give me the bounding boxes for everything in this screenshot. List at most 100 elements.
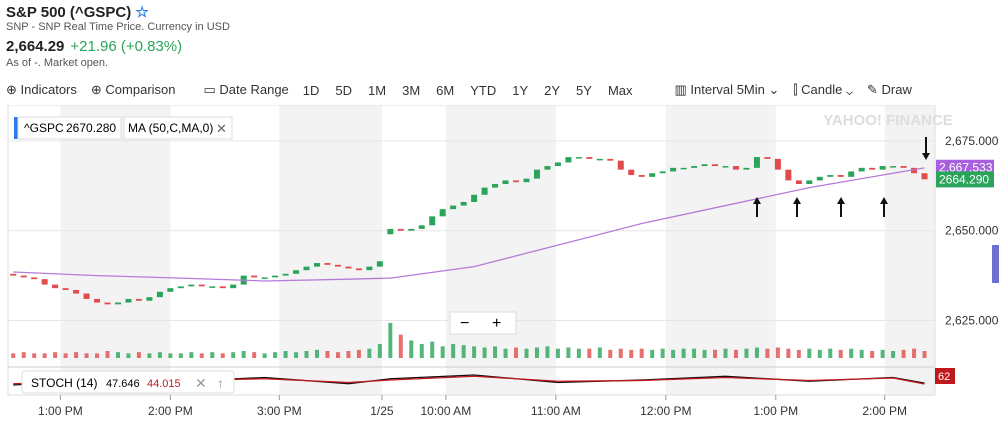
candle — [502, 180, 509, 185]
star[interactable]: ☆ — [135, 4, 149, 21]
volume-bar — [356, 349, 361, 358]
candle — [795, 180, 802, 185]
legend-box — [17, 116, 122, 140]
candle — [492, 184, 499, 188]
range-button[interactable]: 1D — [302, 82, 320, 98]
annotation-arrow — [793, 197, 801, 217]
candle — [764, 157, 771, 159]
plot-border — [7, 105, 936, 396]
volume-bar — [325, 351, 330, 358]
annotation-arrow — [880, 197, 888, 217]
volume-bar — [252, 352, 257, 358]
volume-bar — [744, 348, 749, 358]
stoch-badge-bg — [935, 368, 955, 384]
draw-label[interactable]: Draw — [881, 82, 912, 97]
volume-bar — [95, 353, 100, 358]
range-button[interactable]: 6M — [436, 82, 455, 98]
volume-bar — [891, 351, 896, 358]
volume-bar — [796, 349, 801, 358]
candle — [188, 284, 195, 287]
volume-bar — [534, 347, 539, 358]
range-button[interactable]: 1Y — [512, 82, 529, 98]
candle — [125, 298, 132, 303]
x-tick-label: 11:00 AM — [531, 404, 581, 418]
scroll-tab[interactable] — [992, 245, 999, 283]
candle — [324, 263, 331, 265]
candle — [20, 275, 27, 278]
volume-bar — [576, 348, 581, 358]
interval-value[interactable]: 5Min — [736, 82, 765, 97]
date-range[interactable]: ▭ Date Range — [203, 82, 289, 97]
candle — [858, 167, 865, 172]
candle — [816, 176, 823, 181]
range-button[interactable]: 5D — [335, 82, 353, 98]
candle — [303, 266, 310, 271]
candle — [848, 171, 855, 177]
x-tick-label: 2:00 PM — [862, 404, 907, 418]
range-button[interactable]: Max — [607, 82, 633, 98]
candle — [156, 291, 163, 298]
volume-bar — [681, 348, 686, 358]
comparison-label[interactable]: Comparison — [105, 82, 176, 97]
range-button[interactable]: 2Y — [544, 82, 561, 98]
x-tick-label: 1/25 — [370, 404, 394, 418]
candle — [73, 289, 80, 294]
volume-bar — [713, 349, 718, 358]
range-button[interactable]: 3M — [402, 82, 421, 98]
stoch-close[interactable]: ✕ — [195, 375, 207, 391]
indicators[interactable]: ⊕ Indicators — [6, 82, 77, 97]
volume-bar — [723, 348, 728, 358]
volume-bar — [849, 348, 854, 358]
interval-label[interactable]: Interval — [690, 82, 734, 97]
volume-bar — [545, 346, 550, 358]
volume-bar — [398, 334, 403, 358]
volume-bar — [912, 348, 917, 358]
volume-bar — [765, 348, 770, 358]
legend-symbol: ^GSPC — [24, 121, 64, 135]
indicators-label[interactable]: Indicators — [20, 82, 77, 97]
interval[interactable]: ▥ Interval 5Min ⌄ — [674, 82, 780, 97]
zoom-box[interactable] — [449, 311, 517, 335]
range-button[interactable]: 1M — [368, 82, 387, 98]
price: 2,664.29 — [6, 38, 65, 55]
stripe — [279, 105, 382, 395]
volume-bar — [430, 341, 435, 358]
legend-ma-close[interactable]: ✕ — [216, 121, 227, 136]
stripe — [60, 105, 171, 395]
comparison[interactable]: ⊕ Comparison — [90, 82, 176, 97]
candle — [827, 175, 834, 177]
candle — [429, 216, 436, 226]
chart-style[interactable]: ⫿ Candle ⌄ — [793, 82, 854, 97]
zoom-in[interactable]: + — [492, 315, 501, 332]
volume-bar — [42, 353, 47, 358]
change: +21.96 (+0.83%) — [70, 38, 183, 55]
candle — [83, 293, 90, 299]
price-label: 2664.290 — [939, 172, 989, 186]
volume-bar — [870, 351, 875, 358]
stoch-up[interactable]: ↑ — [217, 375, 224, 391]
candle — [345, 266, 352, 269]
volume-bar — [273, 352, 278, 358]
volume-bar — [157, 352, 162, 358]
candle — [177, 286, 184, 289]
chart-style-label[interactable]: Candle — [801, 82, 843, 97]
volume-bar — [335, 352, 340, 358]
volume-bar — [482, 347, 487, 358]
volume-bar — [178, 353, 183, 358]
candle — [450, 205, 457, 210]
zoom-out[interactable]: − — [460, 315, 469, 332]
volume-bar — [315, 349, 319, 358]
range-button[interactable]: 5Y — [576, 82, 592, 98]
stoch-legend-box — [21, 370, 235, 394]
date-range-label[interactable]: Date Range — [219, 82, 289, 97]
price-row: 2,664.29 +21.96 (+0.83%) — [6, 38, 230, 55]
volume-bar — [597, 347, 602, 358]
stoch-name: STOCH (14) — [31, 376, 97, 390]
draw[interactable]: ✎ Draw — [867, 82, 912, 97]
candle — [670, 167, 677, 172]
range-button[interactable]: YTD — [470, 82, 497, 98]
volume-bar — [105, 351, 110, 358]
volume-bar — [126, 353, 131, 358]
volume-bar — [231, 352, 236, 358]
stoch-legend: STOCH (14) 47.646 44.015 ✕ ↑ — [21, 370, 235, 394]
